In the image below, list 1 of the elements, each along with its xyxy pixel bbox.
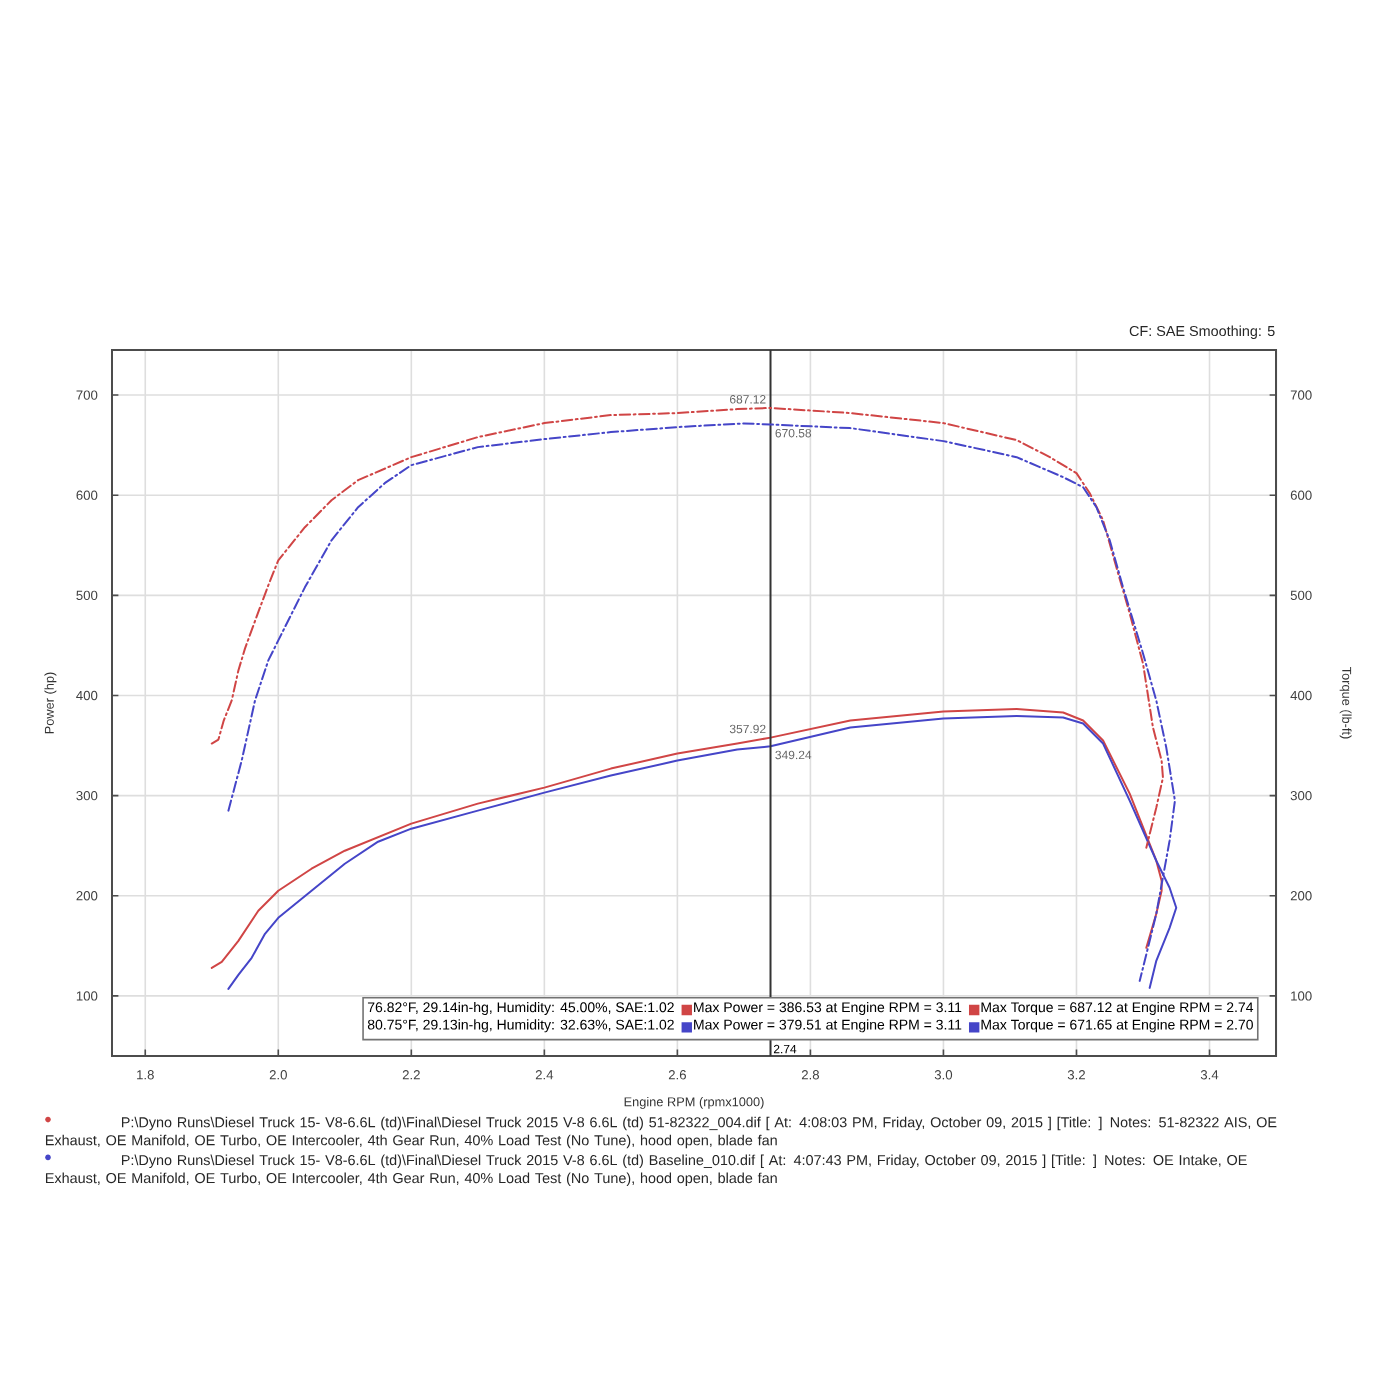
line-series [227, 422, 1176, 982]
